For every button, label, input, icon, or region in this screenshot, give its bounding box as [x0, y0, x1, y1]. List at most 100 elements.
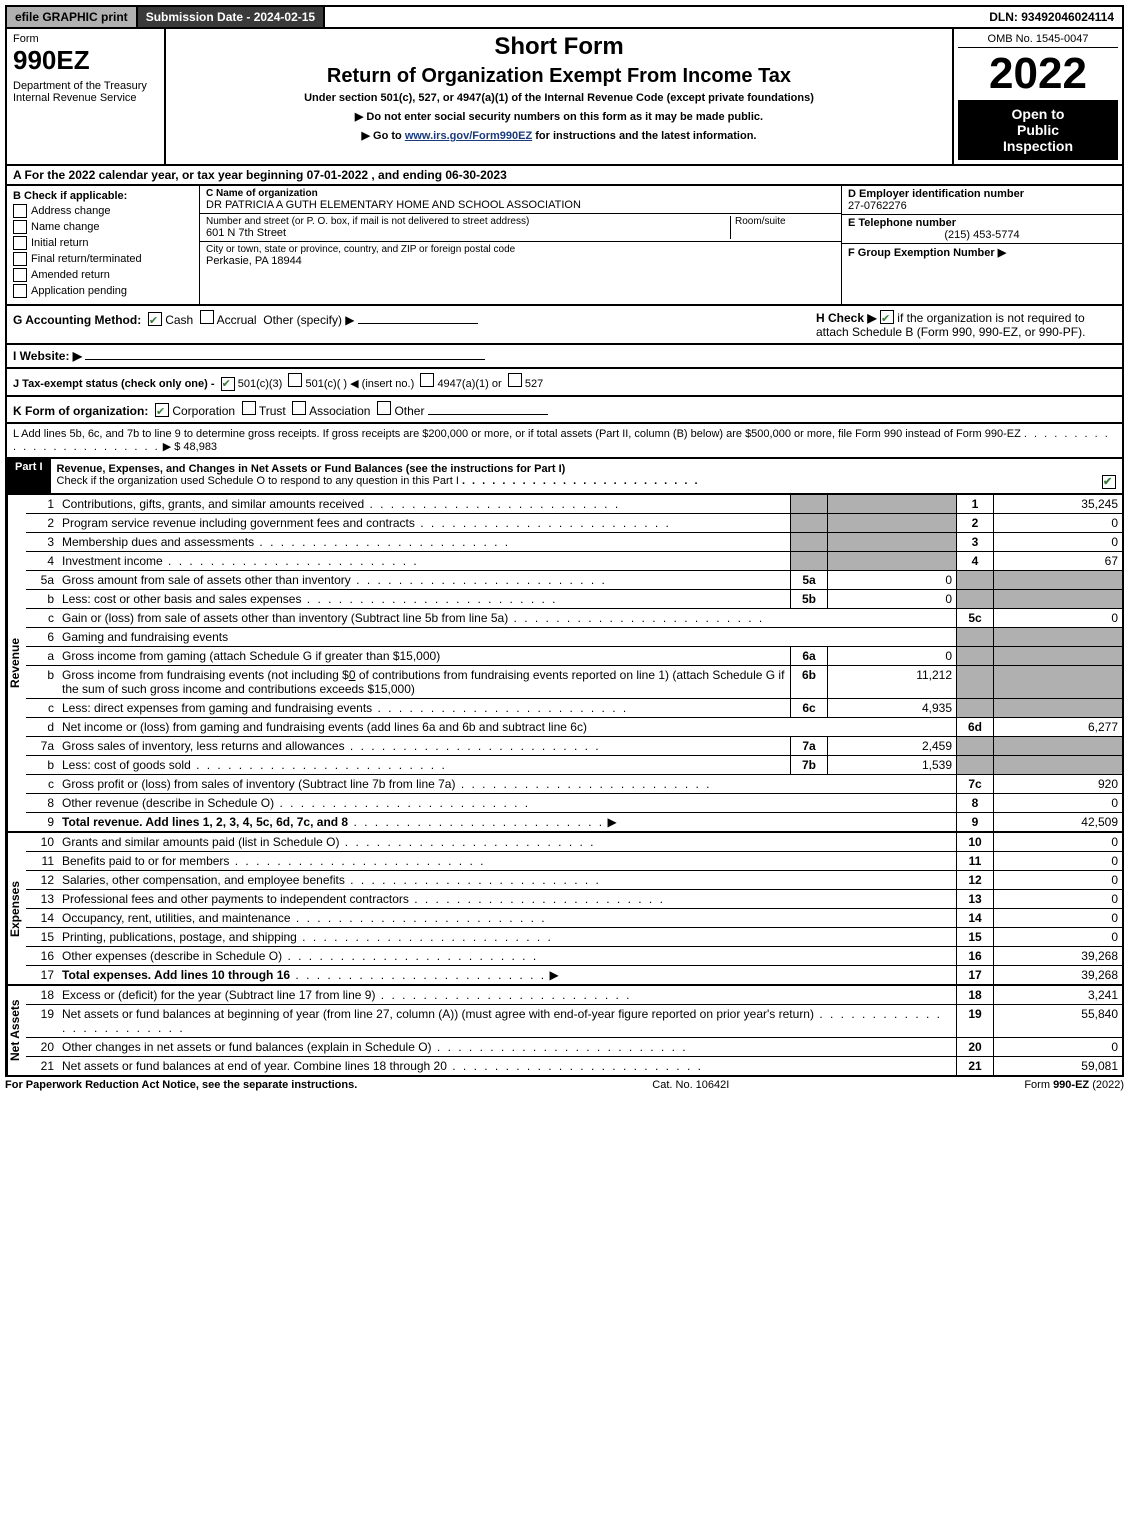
line-num: 14: [26, 909, 58, 928]
part1-sub: Check if the organization used Schedule …: [57, 475, 459, 487]
table-row: 21Net assets or fund balances at end of …: [26, 1057, 1122, 1076]
footer-right: Form 990-EZ (2022): [1024, 1079, 1124, 1091]
checkbox-icon[interactable]: [13, 204, 27, 218]
checkbox-h[interactable]: [880, 310, 894, 324]
table-row: 14Occupancy, rent, utilities, and mainte…: [26, 909, 1122, 928]
line-value: 42,509: [994, 813, 1123, 832]
open-line2: Public: [964, 122, 1112, 138]
ref-num: 8: [957, 794, 994, 813]
line-value: 59,081: [994, 1057, 1123, 1076]
checkbox-icon[interactable]: [13, 236, 27, 250]
sub-num: 6a: [791, 647, 828, 666]
section-l: L Add lines 5b, 6c, and 7b to line 9 to …: [5, 424, 1124, 459]
checkbox-icon[interactable]: [13, 220, 27, 234]
table-row: 17Total expenses. Add lines 10 through 1…: [26, 966, 1122, 985]
checkbox-527[interactable]: [508, 373, 522, 387]
table-row: bLess: cost or other basis and sales exp…: [26, 590, 1122, 609]
section-j: J Tax-exempt status (check only one) - 5…: [5, 369, 1124, 397]
line-num: 5a: [26, 571, 58, 590]
opt-527: 527: [525, 378, 543, 390]
opt-corp: Corporation: [172, 404, 235, 418]
checkbox-trust[interactable]: [242, 401, 256, 415]
ref-num: 16: [957, 947, 994, 966]
line-num: 15: [26, 928, 58, 947]
table-row: 4Investment income467: [26, 552, 1122, 571]
l-text: L Add lines 5b, 6c, and 7b to line 9 to …: [13, 428, 1021, 440]
checkbox-501c[interactable]: [288, 373, 302, 387]
form-label: Form: [13, 33, 158, 45]
table-row: cGain or (loss) from sale of assets othe…: [26, 609, 1122, 628]
line-desc: Membership dues and assessments: [58, 533, 791, 552]
line-desc: Total expenses. Add lines 10 through 16 …: [58, 966, 957, 985]
group-exemption-label: F Group Exemption Number ▶: [848, 246, 1116, 259]
city-label: City or town, state or province, country…: [206, 244, 835, 255]
sub-value: 1,539: [828, 756, 957, 775]
ref-num: 10: [957, 833, 994, 852]
note-link: ▶ Go to www.irs.gov/Form990EZ for instru…: [170, 129, 948, 142]
sub-num: 6b: [791, 666, 828, 699]
other-specify-input[interactable]: [358, 323, 478, 324]
website-input[interactable]: [85, 359, 485, 360]
checkbox-icon[interactable]: [13, 252, 27, 266]
line-desc: Gross income from fundraising events (no…: [58, 666, 791, 699]
footer-left: For Paperwork Reduction Act Notice, see …: [5, 1079, 357, 1091]
line-value: 920: [994, 775, 1123, 794]
table-row: 7aGross sales of inventory, less returns…: [26, 737, 1122, 756]
checkbox-other[interactable]: [377, 401, 391, 415]
checkbox-schedule-o[interactable]: [1102, 475, 1116, 489]
ref-num: 11: [957, 852, 994, 871]
line-num: 3: [26, 533, 58, 552]
line-desc: Excess or (deficit) for the year (Subtra…: [58, 986, 957, 1005]
line-num: 11: [26, 852, 58, 871]
arrow-icon: ▶: [607, 815, 616, 829]
checkbox-accrual[interactable]: [200, 310, 214, 324]
checkbox-icon[interactable]: [13, 284, 27, 298]
line-desc: Gross income from gaming (attach Schedul…: [58, 647, 791, 666]
department-label: Department of the Treasury Internal Reve…: [13, 80, 158, 104]
ref-num: 1: [957, 495, 994, 514]
ref-num: 2: [957, 514, 994, 533]
checkbox-4947[interactable]: [420, 373, 434, 387]
checkbox-cash[interactable]: [148, 312, 162, 326]
efile-print-button[interactable]: efile GRAPHIC print: [7, 7, 138, 27]
sub-num: 6c: [791, 699, 828, 718]
table-row: 1 Contributions, gifts, grants, and simil…: [26, 495, 1122, 514]
line-num: b: [26, 666, 58, 699]
line-value: 39,268: [994, 966, 1123, 985]
check-amended-return[interactable]: Amended return: [13, 268, 193, 282]
other-input[interactable]: [428, 414, 548, 415]
header-mid: Short Form Return of Organization Exempt…: [166, 29, 954, 164]
check-final-return[interactable]: Final return/terminated: [13, 252, 193, 266]
section-b: B Check if applicable: Address change Na…: [7, 186, 200, 304]
ref-num: 6d: [957, 718, 994, 737]
line-desc: Gross sales of inventory, less returns a…: [58, 737, 791, 756]
part1-title: Revenue, Expenses, and Changes in Net As…: [51, 459, 1122, 493]
table-row: cLess: direct expenses from gaming and f…: [26, 699, 1122, 718]
checkbox-501c3[interactable]: [221, 377, 235, 391]
netassets-table: 18Excess or (deficit) for the year (Subt…: [26, 986, 1122, 1075]
line-desc: Other changes in net assets or fund bala…: [58, 1038, 957, 1057]
check-application-pending[interactable]: Application pending: [13, 284, 193, 298]
open-line3: Inspection: [964, 138, 1112, 154]
l-amount: $ 48,983: [174, 441, 217, 453]
line-num: a: [26, 647, 58, 666]
irs-link[interactable]: www.irs.gov/Form990EZ: [405, 130, 532, 142]
check-address-change[interactable]: Address change: [13, 204, 193, 218]
line-desc: Contributions, gifts, grants, and simila…: [58, 495, 791, 514]
tax-year: 2022: [958, 52, 1118, 96]
line-value: 0: [994, 833, 1123, 852]
checkbox-assoc[interactable]: [292, 401, 306, 415]
note-ssn: ▶ Do not enter social security numbers o…: [170, 110, 948, 123]
line-desc: Other expenses (describe in Schedule O): [58, 947, 957, 966]
line-num: 8: [26, 794, 58, 813]
check-initial-return[interactable]: Initial return: [13, 236, 193, 250]
submission-date-button[interactable]: Submission Date - 2024-02-15: [138, 7, 325, 27]
line-num: 20: [26, 1038, 58, 1057]
form-header: Form 990EZ Department of the Treasury In…: [5, 29, 1124, 166]
checkbox-corp[interactable]: [155, 403, 169, 417]
title-return: Return of Organization Exempt From Incom…: [170, 65, 948, 88]
checkbox-icon[interactable]: [13, 268, 27, 282]
line-desc: Gain or (loss) from sale of assets other…: [58, 609, 957, 628]
check-name-change[interactable]: Name change: [13, 220, 193, 234]
city-value: Perkasie, PA 18944: [206, 255, 835, 267]
